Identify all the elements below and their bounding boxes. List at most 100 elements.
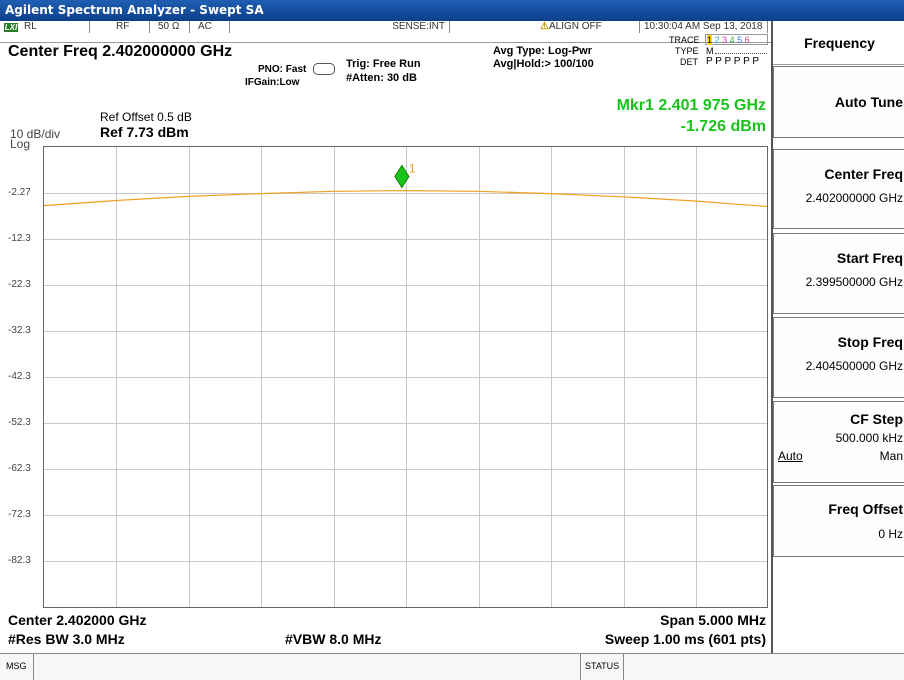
softkey-value: 500.000 kHz	[835, 431, 903, 445]
center-freq-readout: Center Freq 2.402000000 GHz	[8, 43, 233, 60]
cf-step-auto-option[interactable]: Auto	[778, 449, 803, 463]
softkey-panel: Frequency Auto Tune Center Freq 2.402000…	[771, 21, 904, 653]
message-bar: MSG STATUS	[0, 653, 904, 680]
y-label: -2.27	[8, 187, 31, 198]
trig-label: Trig: Free Run	[346, 58, 421, 70]
impedance-indicator: 50 Ω	[150, 21, 190, 33]
softkey-value: 2.399500000 GHz	[805, 275, 903, 289]
det-label: DET	[680, 57, 698, 67]
grid-line	[696, 147, 697, 607]
pno-label: PNO: Fast	[258, 64, 307, 75]
marker-1-label: 1	[409, 161, 416, 175]
ifgain-label: IFGain:Low	[245, 77, 300, 88]
y-label: -82.3	[8, 555, 31, 566]
softkey-value: 2.404500000 GHz	[805, 359, 903, 373]
trace-6: 6	[744, 35, 750, 45]
type-value: M	[706, 46, 714, 56]
y-label: -12.3	[8, 233, 31, 244]
softkey-label: Center Freq	[824, 166, 903, 182]
softkey-label: CF Step	[850, 411, 903, 427]
grid-line	[44, 285, 767, 286]
span-footer: Span 5.000 MHz	[660, 612, 766, 628]
grid-line	[44, 469, 767, 470]
avg-hold-label: Avg|Hold:> 100/100	[493, 58, 594, 70]
softkey-value: 2.402000000 GHz	[805, 191, 903, 205]
y-label: -22.3	[8, 279, 31, 290]
trace-label: TRACE	[669, 35, 700, 45]
y-label: -32.3	[8, 325, 31, 336]
center-footer: Center 2.402000 GHz	[8, 612, 147, 628]
status-label: STATUS	[580, 654, 624, 680]
det-value: P P P P P P	[706, 56, 760, 67]
vbw-footer: #VBW 8.0 MHz	[285, 631, 382, 647]
auto-tune-button[interactable]: Auto Tune	[773, 66, 904, 138]
grid-line	[479, 147, 480, 607]
grid-line	[44, 331, 767, 332]
cf-step-man-option[interactable]: Man	[879, 449, 903, 463]
trace-plot: 1	[44, 161, 767, 208]
grid-line	[406, 147, 407, 607]
msg-label: MSG	[0, 654, 34, 680]
spectrum-display[interactable]: 1	[43, 146, 768, 608]
sense-indicator: SENSE:INT	[230, 21, 450, 33]
grid-line	[44, 377, 767, 378]
y-label: -62.3	[8, 463, 31, 474]
sweep-footer: Sweep 1.00 ms (601 pts)	[604, 631, 766, 647]
center-freq-button[interactable]: Center Freq 2.402000000 GHz	[773, 149, 904, 229]
trace-numbers: 1 2 3 4 5 6	[705, 34, 768, 45]
rbw-footer: #Res BW 3.0 MHz	[8, 631, 125, 647]
grid-line	[44, 193, 767, 194]
lxi-logo: LXI	[4, 23, 18, 32]
atten-label: #Atten: 30 dB	[346, 72, 417, 84]
trace-info-box: TRACE 1 2 3 4 5 6 TYPE M DET P P P P P P	[665, 32, 769, 72]
trace-5: 5	[737, 35, 743, 45]
marker-amp-readout: -1.726 dBm	[680, 118, 766, 135]
ref-offset: Ref Offset 0.5 dB	[100, 110, 192, 124]
grid-line	[44, 561, 767, 562]
softkey-menu-title: Frequency	[773, 21, 904, 65]
marker-1-diamond[interactable]	[394, 164, 410, 189]
sweep-toggle-icon[interactable]	[313, 63, 335, 75]
spectrum-trace	[44, 189, 767, 208]
y-label: -42.3	[8, 371, 31, 382]
grid-line	[116, 147, 117, 607]
trace-3: 3	[722, 35, 728, 45]
window-title: Agilent Spectrum Analyzer - Swept SA	[0, 0, 904, 21]
grid-line	[334, 147, 335, 607]
marker-freq-readout: Mkr1 2.401 975 GHz	[616, 97, 766, 114]
grid-line	[44, 239, 767, 240]
grid-line	[624, 147, 625, 607]
freq-offset-button[interactable]: Freq Offset 0 Hz	[773, 485, 904, 557]
type-label: TYPE	[675, 46, 699, 56]
grid-line	[189, 147, 190, 607]
y-label: -52.3	[8, 417, 31, 428]
trace-2: 2	[714, 35, 720, 45]
softkey-label: Auto Tune	[834, 94, 903, 110]
softkey-label: Start Freq	[836, 250, 903, 266]
trace-1: 1	[707, 35, 713, 45]
log-label: Log	[10, 137, 31, 151]
start-freq-button[interactable]: Start Freq 2.399500000 GHz	[773, 233, 904, 314]
status-row: LXI RL RF 50 Ω AC SENSE:INT ⚠ALIGN OFF 1…	[0, 21, 771, 43]
grid-line	[44, 423, 767, 424]
softkey-label: Stop Freq	[837, 334, 903, 350]
grid-line	[261, 147, 262, 607]
align-indicator: ⚠ALIGN OFF	[450, 21, 640, 33]
cf-step-button[interactable]: CF Step 500.000 kHz Auto Man	[773, 401, 904, 483]
warning-icon: ⚠	[540, 21, 549, 32]
ref-level: Ref 7.73 dBm	[100, 124, 189, 140]
y-label: -72.3	[8, 509, 31, 520]
datetime: 10:30:04 AM Sep 13, 2018	[640, 21, 768, 33]
align-text: ALIGN OFF	[548, 21, 602, 32]
rf-indicator: RF	[90, 21, 150, 33]
softkey-value: 0 Hz	[878, 527, 903, 541]
trace-4: 4	[729, 35, 735, 45]
scale-label: 10 dB/div	[10, 127, 61, 141]
stop-freq-button[interactable]: Stop Freq 2.404500000 GHz	[773, 317, 904, 398]
avg-type-label: Avg Type: Log-Pwr	[493, 45, 592, 57]
grid-line	[44, 515, 767, 516]
rl-indicator: RL	[20, 21, 90, 33]
grid-line	[551, 147, 552, 607]
coupling-indicator: AC	[190, 21, 230, 33]
wave-icon	[715, 50, 767, 54]
